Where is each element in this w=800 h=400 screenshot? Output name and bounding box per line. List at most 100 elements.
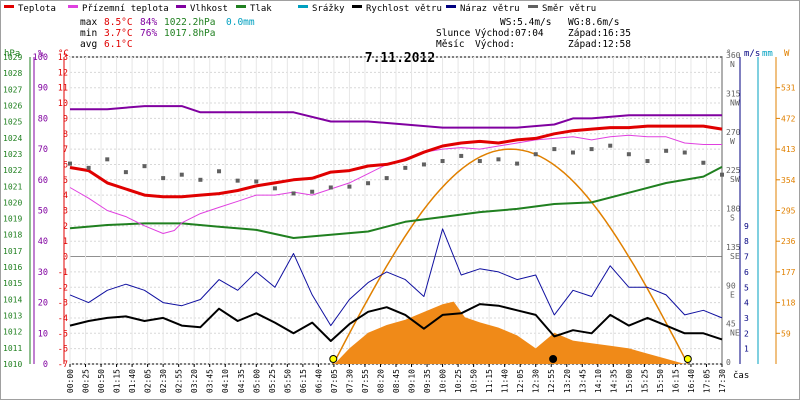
direction-tick-degree: 0	[726, 358, 731, 367]
direction-tick-degree: 360	[726, 51, 741, 60]
stats-min-humidity: 76%	[140, 28, 157, 39]
legend: Teplota Přízemní teplota Vlhkost Tlak Srážky…	[4, 4, 596, 14]
stats-moonrise: Východ:	[475, 39, 515, 50]
wind-direction-point	[515, 161, 520, 166]
wind-direction-point	[86, 165, 91, 170]
temp-tick-label: 3	[63, 207, 68, 217]
stats-min-label: min	[80, 28, 97, 39]
solar-tick-label: 177	[781, 268, 796, 277]
legend-swatch	[528, 5, 538, 8]
humidity-tick-label: 90	[38, 84, 48, 94]
humidity-tick-label: 100	[33, 53, 48, 63]
direction-tick-label: S	[730, 214, 735, 223]
legend-label: Srážky	[312, 4, 345, 14]
wind-tick-label: 3	[744, 314, 749, 323]
time-tick-label: 06:40	[314, 369, 323, 393]
temp-tick-label: 5	[63, 176, 68, 186]
time-tick-label: 02:30	[159, 369, 168, 393]
pressure-tick-label: 1014	[3, 295, 22, 304]
stats-min-pressure: 1017.8hPa	[164, 28, 215, 39]
stats-avg-label: avg	[80, 39, 97, 50]
wind-direction-point	[272, 186, 277, 191]
axis-unit-time: čas	[733, 370, 749, 381]
time-tick-label: 00:50	[97, 369, 106, 393]
time-tick-label: 09:35	[423, 369, 432, 393]
chart-title: 7.11.2012	[365, 51, 435, 66]
time-tick-label: 07:55	[361, 369, 370, 393]
direction-tick-label: SE	[730, 252, 740, 261]
time-tick-label: 06:15	[299, 369, 308, 393]
wind-direction-point	[440, 159, 445, 164]
wind-tick-label: 2	[744, 329, 749, 338]
time-tick-label: 02:55	[175, 369, 184, 393]
series-layer	[68, 105, 724, 365]
moonset-marker	[549, 355, 558, 363]
wind-direction-point	[477, 159, 482, 164]
direction-tick-degree: 90	[726, 281, 736, 290]
stats-avg-temp: 6.1°C	[104, 39, 133, 50]
wind-direction-point	[347, 184, 352, 189]
axis-ticks: -7-6-5-4-3-2-101234567891011121301020304…	[3, 51, 796, 393]
pressure-tick-label: 1027	[3, 85, 22, 94]
wind-direction-point	[291, 191, 296, 196]
wind-tick-label: 8	[744, 237, 749, 246]
stats-sun-label: Slunce	[436, 28, 471, 39]
time-tick-label: 16:15	[671, 369, 680, 393]
time-tick-label: 08:45	[392, 369, 401, 393]
wind-direction-point	[570, 150, 575, 155]
direction-tick-degree: 45	[726, 320, 736, 329]
time-tick-label: 10:50	[470, 369, 479, 393]
pressure-tick-label: 1019	[3, 215, 22, 224]
time-tick-label: 14:35	[609, 369, 618, 393]
direction-tick-label: E	[730, 290, 735, 299]
temp-tick-label: -7	[58, 360, 68, 370]
time-tick-label: 01:15	[113, 369, 122, 393]
wind-direction-point	[496, 157, 501, 162]
solar-radiation-area	[334, 301, 685, 364]
solar-tick-label: 236	[781, 237, 796, 246]
wind-direction-point	[123, 170, 128, 175]
stats-max-rain: 0.0mm	[226, 17, 255, 28]
pressure-tick-label: 1012	[3, 328, 22, 337]
time-tick-label: 00:25	[82, 369, 91, 393]
direction-tick-label: NW	[730, 98, 740, 107]
direction-tick-degree: 180	[726, 205, 741, 214]
pressure-tick-label: 1029	[3, 53, 22, 62]
time-tick-label: 14:10	[594, 369, 603, 393]
wind-direction-point	[366, 181, 371, 186]
temp-tick-label: 0	[63, 253, 68, 263]
time-tick-label: 13:20	[563, 369, 572, 393]
axis-unit-percent: %	[38, 49, 44, 59]
axis-unit-mm: mm	[762, 49, 773, 59]
axis-unit-degree: °	[726, 49, 731, 59]
time-tick-label: 13:45	[578, 369, 587, 393]
pressure-tick-label: 1023	[3, 150, 22, 159]
humidity-tick-label: 50	[38, 207, 48, 217]
wind-direction-point	[254, 179, 259, 184]
temp-tick-label: 6	[63, 160, 68, 170]
direction-tick-label: W	[730, 137, 735, 146]
temp-tick-label: -6	[58, 345, 68, 355]
legend-label: Vlhkost	[190, 4, 228, 14]
pressure-tick-label: 1013	[3, 312, 22, 321]
wind-direction-point	[608, 143, 613, 148]
wind-direction-point	[217, 169, 222, 174]
time-tick-label: 17:30	[718, 369, 727, 393]
pressure-tick-label: 1010	[3, 360, 22, 369]
stats-moonset: Západ:12:58	[568, 39, 631, 50]
wind-tick-label: 9	[744, 222, 749, 231]
wind-direction-point	[235, 178, 240, 183]
humidity-tick-label: 70	[38, 145, 48, 155]
wind-direction-point	[142, 164, 147, 169]
legend-label: Přízemní teplota	[82, 4, 169, 14]
wind-direction-point	[533, 152, 538, 157]
humidity-tick-label: 40	[38, 237, 48, 247]
solar-tick-label: 354	[781, 176, 796, 185]
time-tick-label: 10:00	[439, 369, 448, 393]
stats-min-temp: 3.7°C	[104, 28, 133, 39]
wind-speed-line	[69, 303, 723, 342]
wind-tick-label: 7	[744, 253, 749, 262]
temp-tick-label: -4	[58, 314, 68, 324]
humidity-tick-label: 80	[38, 114, 48, 124]
sun-moon-markers	[329, 355, 692, 363]
